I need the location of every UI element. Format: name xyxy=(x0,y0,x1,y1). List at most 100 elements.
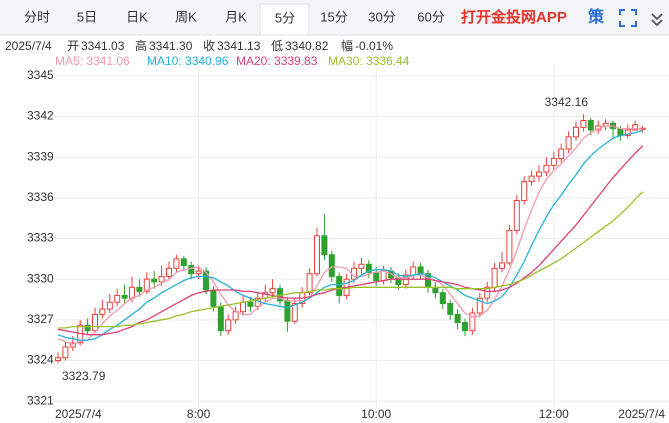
quote-label: 开 xyxy=(67,39,79,53)
legend-entry: MA30: 3336.44 xyxy=(328,54,410,68)
candle-body xyxy=(173,258,180,269)
candle-body xyxy=(180,258,187,267)
y-tick-label: 3321 xyxy=(27,393,54,407)
quote-label: 收 xyxy=(203,39,215,53)
y-tick-label: 3330 xyxy=(27,271,54,285)
candle-body xyxy=(336,275,343,296)
candle-body xyxy=(536,171,542,177)
y-tick-label: 3336 xyxy=(27,190,54,204)
candle-body xyxy=(550,158,557,166)
candle-body xyxy=(114,294,121,303)
candle-body xyxy=(447,303,454,315)
candle-body xyxy=(217,305,224,332)
tab[interactable]: 60分 xyxy=(417,9,444,24)
candle-body xyxy=(321,235,328,256)
active-tab-bg xyxy=(259,3,310,36)
quote-date: 2025/7/4 xyxy=(5,39,52,53)
candle-body xyxy=(106,301,113,310)
x-tick-label: 12:00 xyxy=(539,407,569,421)
candle-body xyxy=(92,313,98,332)
collapse-icon[interactable] xyxy=(651,13,663,27)
candle-body xyxy=(454,313,461,324)
min-annotation: 3323.79 xyxy=(62,369,106,383)
candle-body xyxy=(573,126,579,138)
y-tick-label: 3339 xyxy=(27,149,54,163)
candle-body xyxy=(373,271,380,282)
legend: MA5: 3341.06 MA10: 3340.96 MA20: 3339.83 MA… xyxy=(55,54,410,68)
tab[interactable]: 分时 xyxy=(24,9,50,24)
quote-value: 3341.03 xyxy=(81,39,125,53)
x-tick-label: 2025/7/4 xyxy=(618,407,665,421)
tab[interactable]: 月K xyxy=(225,9,247,24)
candle-body xyxy=(617,128,624,136)
candle-body xyxy=(565,136,572,150)
app-link[interactable]: 打开金投网APP xyxy=(461,8,567,26)
candle-body xyxy=(484,286,491,299)
quote-row: 2025/7/4 开 3341.03 高 3341.30 收 3341.13 低 3340.82… xyxy=(5,38,393,53)
quote-value: -0.01% xyxy=(355,39,393,53)
ma-line xyxy=(57,145,644,336)
candle-body xyxy=(188,265,195,275)
candle-body xyxy=(328,254,335,277)
legend-entry: MA5: 3341.06 xyxy=(55,54,130,68)
candle-body xyxy=(240,301,246,313)
candle-body xyxy=(580,120,587,128)
y-tick-label: 3342 xyxy=(27,109,54,123)
fullscreen-icon[interactable] xyxy=(619,9,637,27)
quote-label: 高 xyxy=(135,38,147,53)
ma-line xyxy=(58,191,644,329)
candle-body xyxy=(380,270,387,282)
quote-value: 3341.13 xyxy=(217,39,261,53)
candle-body xyxy=(55,357,61,361)
max-annotation: 3342.16 xyxy=(545,95,589,109)
candle-body xyxy=(166,267,172,277)
x-tick-label: 2025/7/4 xyxy=(55,407,102,421)
tab[interactable]: 15分 xyxy=(320,9,347,24)
candle-body xyxy=(143,278,150,292)
y-tick-label: 3324 xyxy=(27,353,54,367)
plot: 3345334233393336333333303327332433212025… xyxy=(27,65,669,421)
candle-body xyxy=(587,120,594,131)
candle-body xyxy=(247,301,254,307)
quote-label: 幅 xyxy=(341,38,353,53)
candle-body xyxy=(432,286,439,294)
quote-value: 3341.30 xyxy=(149,39,193,53)
candle-body xyxy=(469,312,476,332)
x-tick-label: 8:00 xyxy=(187,407,211,421)
x-tick-label: 10:00 xyxy=(361,407,391,421)
tab[interactable]: 30分 xyxy=(368,9,395,24)
candle-body xyxy=(306,273,313,294)
ma-line xyxy=(57,129,643,341)
candle-body xyxy=(284,300,291,322)
candle-body xyxy=(121,294,128,299)
tab-active[interactable]: 5分 xyxy=(275,10,295,25)
candle-body xyxy=(195,270,202,275)
tab[interactable]: 周K xyxy=(175,9,197,24)
candle-body xyxy=(225,319,232,332)
candle-body xyxy=(69,342,76,348)
legend-entry: MA10: 3340.96 xyxy=(147,54,229,68)
candle-body xyxy=(528,175,535,183)
candle-body xyxy=(521,181,528,202)
candle-body xyxy=(129,286,135,299)
candle-body xyxy=(410,266,417,276)
candle-body xyxy=(210,289,217,307)
tab[interactable]: 日K xyxy=(126,9,148,24)
tab[interactable]: 5日 xyxy=(77,9,97,24)
candle-body xyxy=(269,288,276,294)
quote-label: 低 xyxy=(271,39,283,53)
ma-line xyxy=(57,125,643,345)
strategy-button[interactable]: 策 xyxy=(587,7,605,26)
candle-body xyxy=(203,270,209,291)
candle-body xyxy=(558,148,565,160)
candle-body xyxy=(632,124,639,131)
toolbar xyxy=(0,0,669,35)
candle-body xyxy=(358,263,365,269)
candle-body xyxy=(158,275,165,283)
candle-body xyxy=(439,292,446,305)
y-tick-label: 3345 xyxy=(27,68,54,82)
y-tick-label: 3327 xyxy=(27,312,54,326)
candle-body xyxy=(513,200,520,231)
candle-body xyxy=(506,229,513,264)
